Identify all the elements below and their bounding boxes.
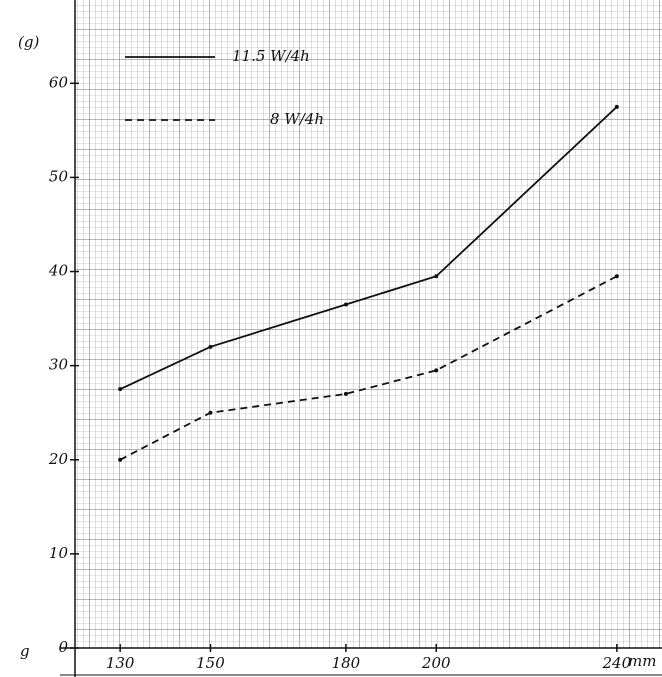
y-tick-label: 20: [48, 450, 69, 468]
point: [614, 274, 619, 279]
point: [118, 457, 123, 462]
series-line: [119, 275, 618, 461]
legend-label: 8 W/4h: [270, 110, 324, 128]
x-tick-label: 240: [602, 654, 632, 672]
y-tick-label: 60: [49, 73, 69, 91]
x-unit: mm: [628, 652, 656, 670]
graph-paper: [75, 0, 662, 648]
x-tick-label: 180: [332, 654, 361, 672]
y-tick-label: 10: [49, 544, 69, 562]
x-tick-label: 150: [196, 654, 225, 672]
point: [434, 274, 439, 279]
point: [343, 391, 348, 396]
point: [208, 344, 213, 349]
y-tick-label: 40: [48, 262, 69, 280]
y-tick-label: 50: [49, 167, 69, 185]
y-unit-bottom: g: [20, 642, 30, 660]
point: [208, 410, 213, 415]
y-unit: (g): [18, 33, 39, 51]
point: [434, 368, 439, 373]
y-tick-label: 30: [49, 356, 69, 374]
y-tick-label: 0: [58, 638, 68, 656]
point: [614, 104, 619, 109]
legend-label: 11.5 W/4h: [232, 47, 310, 65]
x-tick-label: 130: [106, 654, 135, 672]
point: [343, 302, 348, 307]
x-tick-label: 200: [421, 654, 451, 672]
point: [118, 387, 123, 392]
